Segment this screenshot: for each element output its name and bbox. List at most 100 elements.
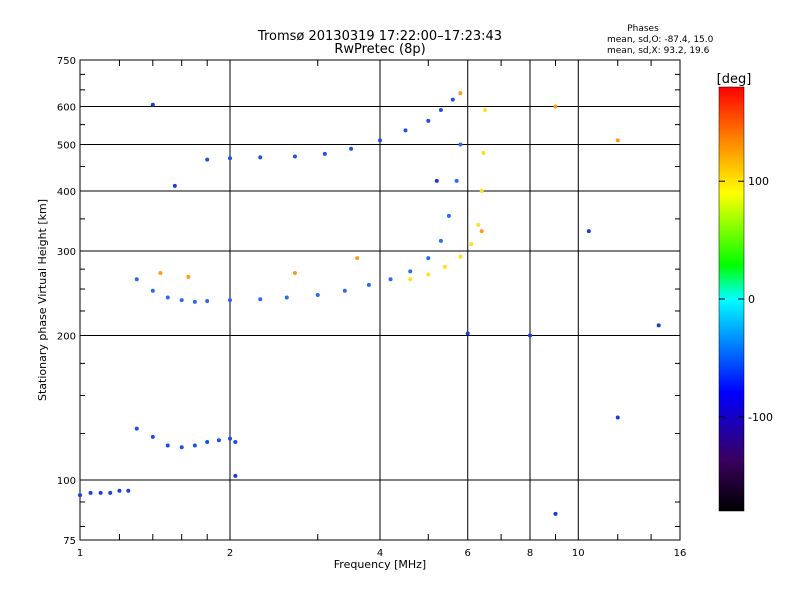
data-point — [342, 288, 347, 293]
data-point — [216, 438, 221, 443]
data-point — [465, 331, 470, 336]
data-point — [458, 254, 463, 259]
data-point — [434, 178, 439, 183]
data-point — [315, 292, 320, 297]
data-point — [426, 256, 431, 261]
chart-subtitle: RwPretec (8p) — [334, 42, 425, 57]
data-point — [172, 183, 177, 188]
data-point — [454, 178, 459, 183]
data-point — [469, 242, 474, 247]
data-point — [179, 298, 184, 303]
colorbar-ticks: 100 0 -100 — [719, 175, 773, 424]
data-point — [615, 138, 620, 143]
data-point — [233, 473, 238, 478]
phases-x-stats: mean, sd,X: 93.2, 19.6 — [607, 46, 710, 56]
data-point — [408, 269, 413, 274]
x-tick-label: 2 — [227, 548, 233, 559]
data-point — [158, 270, 163, 275]
data-point — [108, 490, 113, 495]
data-point — [150, 102, 155, 107]
grid-lines — [80, 60, 680, 540]
data-point — [134, 426, 139, 431]
y-tick-marks: 75 100 200 300 400 500 600 750 — [57, 56, 680, 547]
data-point — [292, 154, 297, 159]
data-point — [528, 333, 532, 338]
data-point — [205, 440, 210, 445]
plot-area: 1 2 4 6 8 10 16 75 100 200 300 400 500 600 750 — [57, 56, 686, 559]
data-point — [117, 488, 122, 493]
data-point — [378, 138, 382, 143]
x-tick-label: 1 — [77, 548, 83, 559]
x-tick-label: 6 — [465, 548, 471, 559]
data-point — [228, 298, 232, 303]
data-point — [284, 295, 289, 300]
data-point — [233, 440, 238, 445]
data-point — [656, 323, 661, 328]
data-point — [186, 274, 191, 279]
data-point — [450, 97, 455, 102]
data-point — [150, 288, 155, 293]
y-tick-label: 100 — [57, 476, 76, 487]
x-tick-label: 8 — [527, 548, 533, 559]
data-point — [165, 295, 170, 300]
x-tick-marks: 1 2 4 6 8 10 16 — [77, 60, 687, 559]
data-point — [408, 277, 413, 282]
data-point — [586, 229, 591, 234]
data-point — [88, 490, 93, 495]
y-tick-label: 750 — [57, 56, 76, 67]
data-point — [355, 256, 360, 261]
data-point — [438, 108, 443, 113]
data-series — [78, 91, 661, 516]
phases-o-stats: mean, sd,O: -87.4, 15.0 — [607, 35, 714, 45]
data-point — [615, 415, 620, 420]
y-tick-label: 600 — [57, 103, 76, 114]
x-axis-label: Frequency [MHz] — [334, 558, 426, 571]
data-point — [483, 108, 488, 113]
colorbar-tick-label: 0 — [748, 293, 755, 306]
colorbar-tick-label: 100 — [748, 175, 769, 188]
y-tick-label: 400 — [57, 187, 76, 198]
y-tick-label: 300 — [57, 247, 76, 258]
data-point — [205, 299, 210, 304]
data-point — [322, 151, 327, 156]
data-point — [388, 277, 393, 282]
colorbar: [deg] 100 0 -100 — [717, 72, 773, 512]
data-point — [126, 488, 131, 493]
data-point — [442, 264, 447, 269]
data-point — [349, 146, 354, 151]
y-tick-label: 200 — [57, 332, 76, 343]
data-point — [98, 490, 103, 495]
data-point — [553, 511, 558, 516]
chart-title: Tromsø 20130319 17:22:00–17:23:43 — [257, 29, 502, 44]
data-point — [78, 493, 82, 498]
data-point — [192, 443, 197, 448]
data-point — [458, 142, 463, 147]
data-point — [366, 282, 371, 287]
y-axis-label: Stationary phase Virtual Height [km] — [36, 199, 49, 401]
x-tick-label: 16 — [674, 548, 687, 559]
data-point — [179, 445, 184, 450]
data-point — [446, 213, 451, 218]
x-tick-label: 4 — [377, 548, 383, 559]
data-point — [258, 155, 263, 160]
data-point — [228, 156, 232, 161]
data-point — [165, 443, 170, 448]
data-point — [192, 299, 197, 304]
data-point — [403, 128, 408, 133]
data-point — [228, 436, 232, 441]
data-point — [479, 189, 484, 194]
y-tick-label: 75 — [63, 536, 76, 547]
data-point — [476, 222, 481, 227]
data-point — [426, 118, 431, 123]
data-point — [150, 434, 155, 439]
x-tick-label: 10 — [572, 548, 585, 559]
colorbar-tick-label: -100 — [748, 411, 773, 424]
data-point — [205, 157, 210, 162]
data-point — [458, 91, 463, 96]
data-point — [481, 151, 486, 156]
data-point — [426, 272, 431, 277]
y-tick-label: 500 — [57, 141, 76, 152]
phases-heading: Phases — [627, 24, 659, 34]
data-point — [134, 277, 139, 282]
